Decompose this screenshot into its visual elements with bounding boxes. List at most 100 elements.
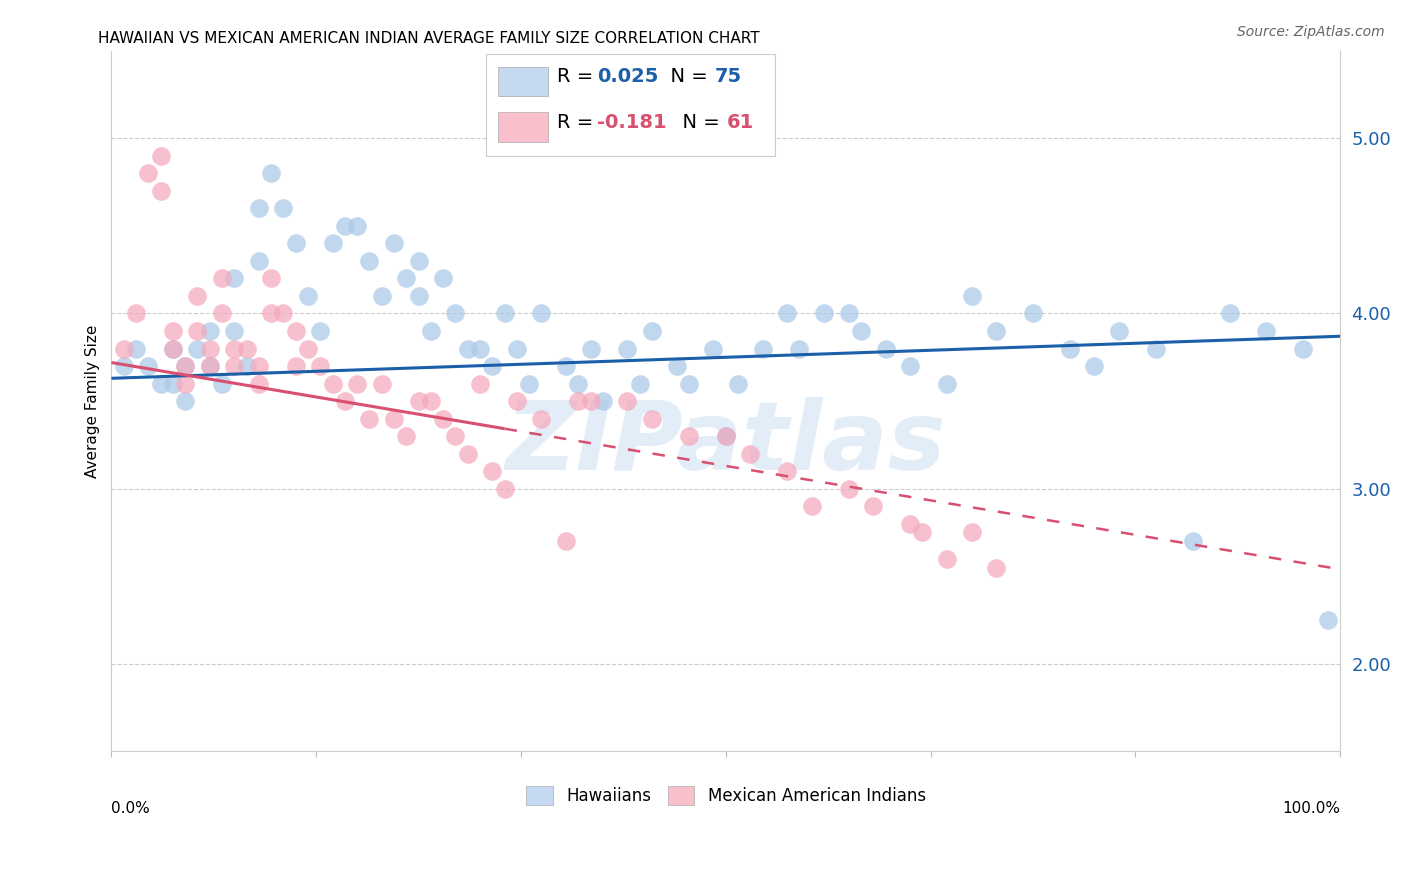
Point [333,394,356,409]
Text: -0.181: -0.181 [596,113,666,132]
Point [444,429,467,443]
Point [149,184,172,198]
Point [408,394,430,409]
Point [359,411,381,425]
Point [789,342,811,356]
Point [198,342,221,356]
Text: R =: R = [557,67,600,87]
Text: HAWAIIAN VS MEXICAN AMERICAN INDIAN AVERAGE FAMILY SIZE CORRELATION CHART: HAWAIIAN VS MEXICAN AMERICAN INDIAN AVER… [98,31,761,46]
Point [149,149,172,163]
Point [224,359,246,373]
Text: 0.025: 0.025 [596,67,658,87]
Text: 75: 75 [714,67,742,87]
Point [579,342,602,356]
Point [740,447,762,461]
Point [408,289,430,303]
Point [382,236,405,251]
Point [457,342,479,356]
Point [371,376,394,391]
Y-axis label: Average Family Size: Average Family Size [86,325,100,478]
Point [284,359,307,373]
Point [260,306,283,320]
Point [136,166,159,180]
Point [714,429,737,443]
Point [235,342,257,356]
Point [911,525,934,540]
Text: 100.0%: 100.0% [1282,800,1340,815]
Point [1022,306,1045,320]
Point [838,482,860,496]
Point [149,376,172,391]
Point [371,289,394,303]
Point [555,359,578,373]
Point [898,516,921,531]
Point [395,429,418,443]
Point [211,376,233,391]
Point [432,411,454,425]
Point [517,376,540,391]
Point [579,394,602,409]
Point [125,342,148,356]
Point [211,271,233,285]
Point [444,306,467,320]
Point [898,359,921,373]
Point [813,306,835,320]
Point [432,271,454,285]
Point [297,289,319,303]
Point [419,324,441,338]
Point [186,342,208,356]
Point [468,342,491,356]
Point [849,324,872,338]
Point [678,376,700,391]
Point [224,324,246,338]
Point [936,376,959,391]
Point [714,429,737,443]
Point [309,324,332,338]
Point [506,342,529,356]
Point [936,551,959,566]
Point [1219,306,1241,320]
FancyBboxPatch shape [499,112,547,142]
Point [481,359,503,373]
Point [162,376,184,391]
Point [284,324,307,338]
Legend: Hawaiians, Mexican American Indians: Hawaiians, Mexican American Indians [517,777,934,814]
Point [211,306,233,320]
Text: N =: N = [658,67,714,87]
Point [186,324,208,338]
Point [1292,342,1315,356]
Point [186,289,208,303]
Point [260,166,283,180]
Point [494,482,516,496]
Point [247,202,270,216]
Point [198,359,221,373]
Point [346,376,368,391]
Point [247,359,270,373]
Point [530,411,553,425]
Point [322,376,344,391]
Point [776,464,799,478]
Point [468,376,491,391]
Point [751,342,773,356]
Point [297,342,319,356]
Point [592,394,614,409]
Point [359,254,381,268]
Point [641,324,664,338]
Point [162,324,184,338]
Point [494,306,516,320]
Point [567,394,589,409]
Point [346,219,368,233]
Point [960,289,983,303]
Point [162,342,184,356]
Point [984,324,1007,338]
Text: R =: R = [557,113,600,132]
Point [224,342,246,356]
Point [530,306,553,320]
Text: 61: 61 [727,113,754,132]
Point [776,306,799,320]
Point [125,306,148,320]
Point [395,271,418,285]
Point [1316,613,1339,627]
Point [224,271,246,285]
Point [174,359,197,373]
